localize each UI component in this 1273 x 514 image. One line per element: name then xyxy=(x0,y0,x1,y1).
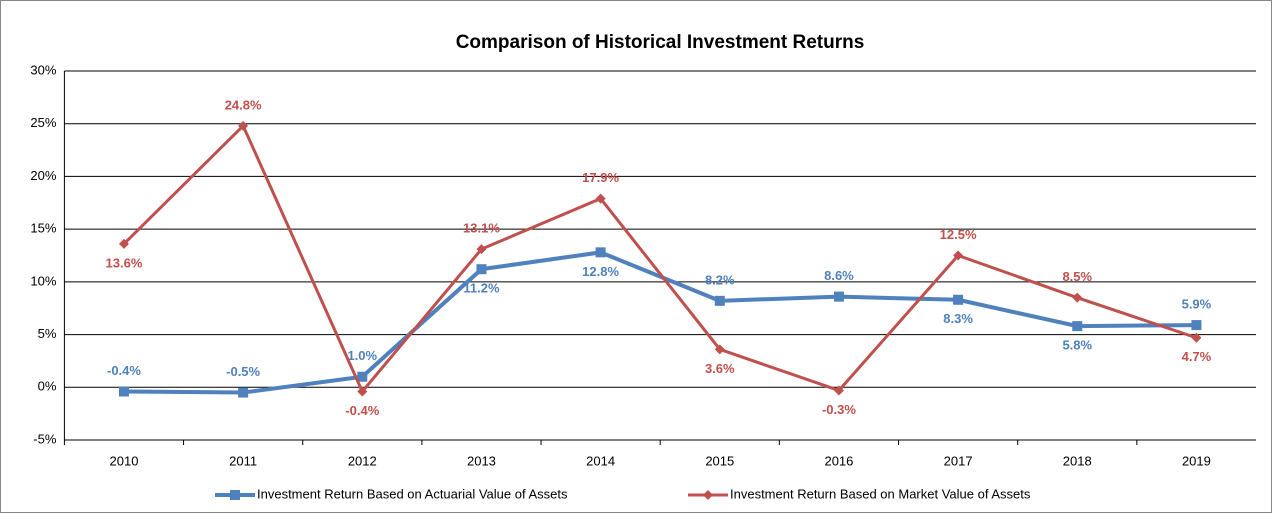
x-tick-label: 2010 xyxy=(110,453,139,468)
data-label: 4.7% xyxy=(1182,349,1212,364)
data-label: 12.5% xyxy=(940,227,977,242)
marker xyxy=(238,387,249,398)
x-tick-label: 2012 xyxy=(348,453,377,468)
marker xyxy=(357,386,368,397)
data-label: 24.8% xyxy=(225,97,262,112)
x-tick-label: 2018 xyxy=(1063,453,1092,468)
data-label: -0.4% xyxy=(107,363,141,378)
y-tick-label: 30% xyxy=(30,62,56,77)
legend-label: Investment Return Based on Market Value … xyxy=(730,486,1031,501)
marker xyxy=(357,371,368,382)
marker xyxy=(118,386,129,397)
data-label: 5.8% xyxy=(1062,338,1092,353)
data-label: 8.6% xyxy=(824,268,854,283)
marker xyxy=(833,291,844,302)
data-label: 8.3% xyxy=(943,311,973,326)
data-label: 1.0% xyxy=(347,348,377,363)
data-label: 13.1% xyxy=(463,221,500,236)
marker xyxy=(953,250,964,261)
data-label: 11.2% xyxy=(463,281,500,296)
series-line xyxy=(122,123,1197,395)
legend-marker xyxy=(230,490,240,500)
y-tick-label: 20% xyxy=(30,168,56,183)
data-label: 3.6% xyxy=(705,361,735,376)
x-tick-label: 2015 xyxy=(705,453,734,468)
data-label: 8.5% xyxy=(1062,269,1092,284)
chart-title: Comparison of Historical Investment Retu… xyxy=(456,32,865,53)
marker xyxy=(1072,292,1083,303)
marker xyxy=(238,120,249,131)
marker xyxy=(714,344,725,355)
data-label: -0.4% xyxy=(345,403,379,418)
marker xyxy=(476,264,487,275)
marker xyxy=(953,294,964,305)
marker xyxy=(595,247,606,258)
y-tick-label: -5% xyxy=(33,431,57,446)
legend-label: Investment Return Based on Actuarial Val… xyxy=(257,486,568,501)
marker xyxy=(833,385,844,396)
x-tick-label: 2011 xyxy=(229,453,257,468)
data-label: 8.2% xyxy=(705,272,735,287)
marker xyxy=(714,295,725,306)
legend-marker xyxy=(703,490,713,500)
data-label: -0.3% xyxy=(822,402,856,417)
y-tick-label: 15% xyxy=(30,221,56,236)
data-label: 5.9% xyxy=(1182,297,1212,312)
x-tick-label: 2017 xyxy=(944,453,973,468)
data-label: -0.5% xyxy=(226,364,260,379)
y-tick-label: 5% xyxy=(38,326,57,341)
y-tick-label: 25% xyxy=(30,115,56,130)
marker xyxy=(118,238,129,249)
marker xyxy=(1191,320,1202,331)
data-label: 17.9% xyxy=(582,170,619,185)
y-tick-label: 0% xyxy=(38,379,57,394)
series-line xyxy=(123,250,1197,395)
data-label: 13.6% xyxy=(106,255,143,270)
data-label: 12.8% xyxy=(582,264,619,279)
x-tick-label: 2013 xyxy=(467,453,496,468)
marker xyxy=(476,244,487,255)
marker xyxy=(595,193,606,204)
y-tick-label: 10% xyxy=(30,273,56,288)
x-tick-label: 2019 xyxy=(1182,453,1211,468)
marker xyxy=(1191,332,1202,343)
marker xyxy=(1072,321,1083,332)
x-tick-label: 2014 xyxy=(586,453,615,468)
x-tick-label: 2016 xyxy=(824,453,853,468)
